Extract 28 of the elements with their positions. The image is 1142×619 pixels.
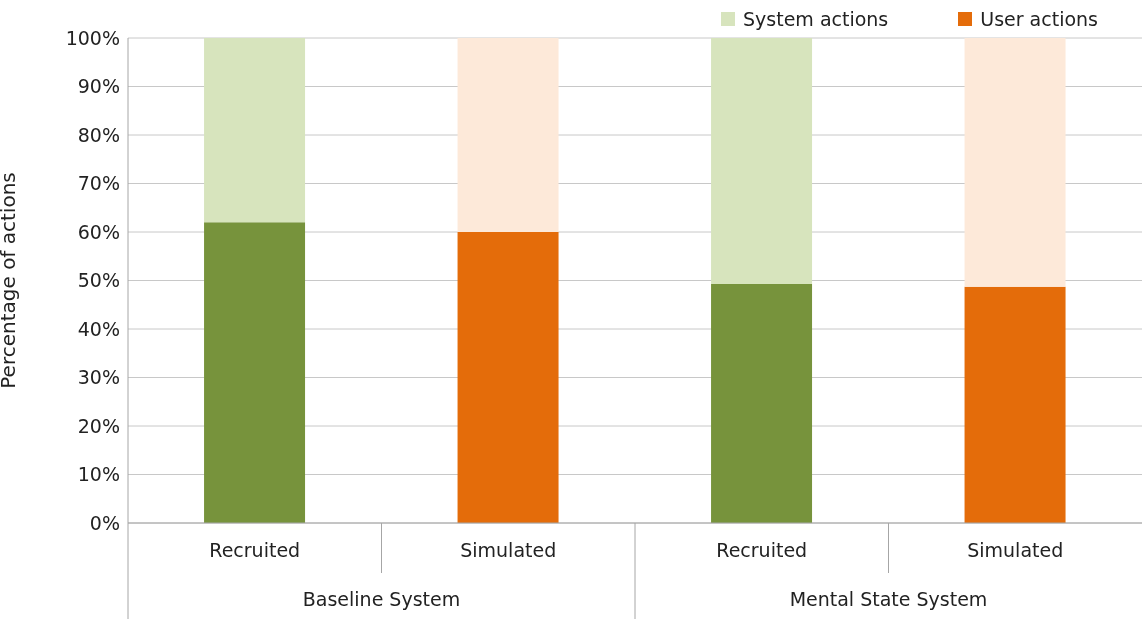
bar <box>457 38 559 232</box>
x-tick-label: Simulated <box>967 539 1064 561</box>
y-tick-label: 80% <box>77 123 120 146</box>
x-tick-label: Recruited <box>716 539 808 561</box>
y-tick-label: 20% <box>77 414 120 437</box>
bar <box>964 38 1066 287</box>
y-tick-label: 100% <box>65 26 120 49</box>
y-axis-title: Percentage of actions <box>0 172 21 389</box>
x-tick-label: Simulated <box>460 539 557 561</box>
bar <box>457 232 559 523</box>
x-tick-label: Recruited <box>209 539 301 561</box>
y-tick-label: 70% <box>77 172 120 195</box>
bar <box>711 283 813 523</box>
y-tick-label: 50% <box>77 269 120 292</box>
legend-label: User actions <box>980 8 1098 30</box>
bar <box>204 222 306 523</box>
y-tick-label: 90% <box>77 75 120 98</box>
y-tick-label: 60% <box>77 220 120 243</box>
legend-label: System actions <box>742 8 889 30</box>
bar <box>964 286 1066 523</box>
text: Mental State System <box>789 588 988 610</box>
y-tick-label: 0% <box>89 511 120 534</box>
bar <box>711 38 813 284</box>
y-tick-label: 30% <box>77 366 120 389</box>
bar <box>204 38 306 223</box>
y-tick-label: 40% <box>77 317 120 340</box>
text: Baseline System <box>302 588 461 610</box>
y-tick-label: 10% <box>77 463 120 486</box>
